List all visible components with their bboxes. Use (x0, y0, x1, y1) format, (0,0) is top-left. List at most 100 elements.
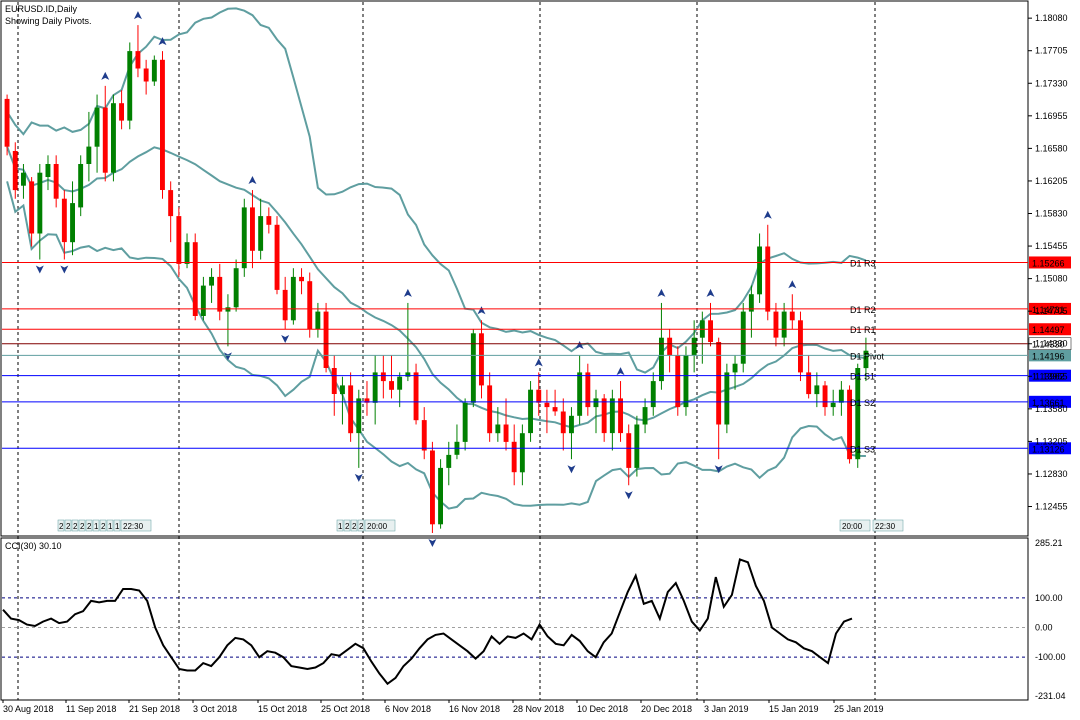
price-axis-label: 1.17705 (1035, 46, 1068, 56)
candle (127, 42, 133, 130)
candle (495, 407, 501, 442)
candle (732, 355, 738, 390)
pivot-price-badge-text: 1.13126 (1032, 444, 1065, 454)
fractal-up-arrow (133, 11, 142, 20)
candle (102, 85, 108, 182)
time-axis-label: 15 Oct 2018 (258, 704, 307, 714)
cci-axis-label: 0.00 (1035, 623, 1053, 633)
cci-pane[interactable] (0, 537, 1029, 701)
fractal-up-arrow (616, 367, 625, 376)
candle (781, 302, 787, 347)
candle (773, 302, 779, 347)
candle (708, 302, 713, 347)
candle (364, 381, 370, 416)
bollinger-middle (6, 146, 867, 429)
candle (340, 376, 345, 425)
candle (650, 372, 656, 416)
time-axis-label: 11 Sep 2018 (66, 704, 116, 714)
pivot-label: D1 S3 (850, 444, 875, 454)
candle (209, 268, 214, 303)
price-pane[interactable] (0, 0, 1029, 537)
candle (585, 363, 591, 416)
fractal-up-arrow (788, 280, 797, 289)
fractal-down-arrow (223, 352, 232, 361)
candle (331, 355, 337, 416)
candle (413, 363, 419, 425)
candle (528, 381, 533, 442)
price-axis-label: 1.18080 (1035, 13, 1068, 23)
svg-text:2: 2 (59, 522, 64, 531)
candle (290, 268, 296, 325)
price-axis-label: 1.14705 (1035, 306, 1068, 316)
svg-text:1: 1 (108, 522, 113, 531)
svg-text:1: 1 (338, 522, 343, 531)
candle (847, 385, 852, 464)
candle (634, 415, 640, 477)
candle (37, 164, 43, 260)
candle (389, 355, 394, 399)
candle (380, 355, 386, 399)
candle (274, 216, 280, 295)
candle (544, 389, 550, 434)
candle (863, 337, 869, 382)
candle (241, 198, 247, 277)
svg-text:2: 2 (101, 522, 106, 531)
cci-axis-label: 285.21 (1035, 538, 1063, 548)
candle (299, 268, 304, 295)
price-axis-label: 1.17330 (1035, 78, 1068, 88)
candle (348, 372, 354, 442)
candle (12, 142, 18, 199)
candle (217, 263, 223, 321)
svg-text:2: 2 (80, 522, 85, 531)
pivot-label: D1 R2 (850, 305, 876, 315)
candle (798, 311, 803, 382)
price-axis-label: 1.13580 (1035, 404, 1068, 414)
svg-text:2: 2 (87, 522, 92, 531)
cci-title: CCI(30) 30.10 (5, 541, 62, 551)
fractal-down-arrow (281, 334, 290, 343)
pivot-lines: D1 R3 1.15266 D1 R2 1.14731 D1 R1 1.14497 D1 P… (2, 256, 1072, 455)
svg-text:2: 2 (352, 522, 357, 531)
price-axis-label: 1.15080 (1035, 274, 1068, 284)
cci-line (2, 558, 853, 686)
time-axis-label: 15 Jan 2019 (769, 704, 819, 714)
pivot-price-badge (1029, 302, 1071, 315)
candle (168, 181, 174, 243)
fractal-down-arrow (354, 473, 363, 482)
pivot-price-badge (1029, 369, 1071, 382)
candle (405, 302, 411, 382)
candle (135, 25, 141, 78)
candle (61, 190, 67, 260)
price-axis-label: 1.15830 (1035, 209, 1068, 219)
candle (675, 346, 681, 416)
bollinger-bands (6, 7, 867, 510)
time-axis-label: 3 Jan 2019 (704, 704, 749, 714)
pivot-label: D1 R3 (850, 258, 876, 268)
candle (282, 276, 288, 329)
time-axis-label: 25 Oct 2018 (321, 704, 370, 714)
candle (151, 55, 157, 86)
svg-text:22:30: 22:30 (123, 522, 144, 531)
cci-axis-label: -231.04 (1035, 691, 1066, 701)
candle (536, 372, 542, 416)
candlesticks (4, 25, 869, 533)
candle (258, 198, 264, 260)
candle (552, 389, 558, 416)
svg-text:2: 2 (66, 522, 71, 531)
candle (430, 441, 435, 533)
fractal-up-arrow (706, 288, 715, 297)
candle (560, 398, 566, 451)
pivot-label: D1 R1 (850, 325, 876, 335)
symbol-title: EURUSD.ID,Daily (5, 4, 78, 14)
session-tag: 22:30 (872, 519, 904, 532)
cci-content: 285.21 100.00 0.00 -100.00 -231.04 (2, 538, 1066, 701)
time-axis-label: 10 Dec 2018 (577, 704, 628, 714)
time-axis-label: 16 Nov 2018 (449, 704, 500, 714)
fractal-down-arrow (567, 465, 576, 474)
pivot-label: D1 S2 (850, 398, 875, 408)
session-tag: 1 2 2 2 20:00 (336, 519, 396, 532)
candle (143, 59, 149, 95)
pivot-price-badge (1029, 256, 1071, 269)
candle (160, 51, 165, 199)
